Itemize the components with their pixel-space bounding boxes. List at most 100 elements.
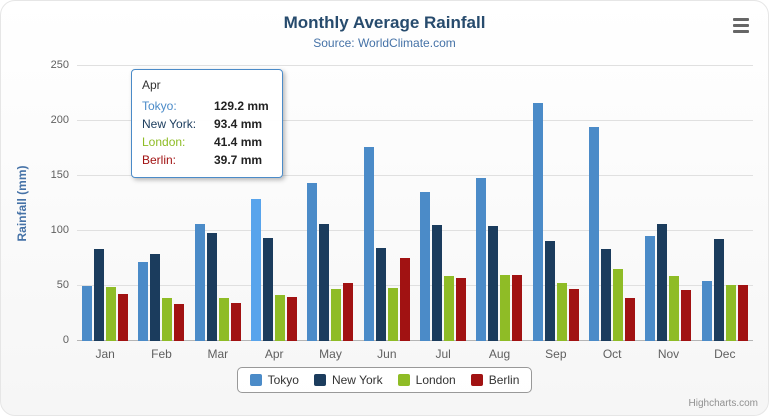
bar-berlin-jun[interactable] bbox=[399, 258, 410, 341]
legend-label: Berlin bbox=[488, 373, 520, 387]
bar-tokyo-dec[interactable] bbox=[701, 281, 712, 341]
bar-berlin-may[interactable] bbox=[343, 283, 354, 341]
bar-new-york-mar[interactable] bbox=[206, 233, 217, 341]
bar-tokyo-may[interactable] bbox=[307, 183, 318, 341]
bar-new-york-dec[interactable] bbox=[713, 239, 724, 341]
x-axis-label-nov: Nov bbox=[657, 347, 680, 361]
y-axis-tick-label: 200 bbox=[50, 114, 69, 126]
bar-london-oct[interactable] bbox=[613, 269, 624, 341]
bar-new-york-jan[interactable] bbox=[94, 249, 105, 341]
hamburger-icon bbox=[733, 17, 749, 21]
bar-tokyo-apr[interactable] bbox=[251, 199, 262, 341]
bar-berlin-apr[interactable] bbox=[287, 297, 298, 341]
bar-london-feb[interactable] bbox=[162, 298, 173, 341]
bar-group-sep bbox=[528, 66, 584, 341]
bar-new-york-oct[interactable] bbox=[601, 249, 612, 341]
bar-london-jan[interactable] bbox=[106, 287, 117, 341]
tooltip-header: Apr bbox=[142, 78, 161, 92]
bar-group-jan bbox=[77, 66, 133, 341]
bar-group-feb bbox=[133, 66, 189, 341]
bar-group-jun bbox=[359, 66, 415, 341]
legend-item-new-york[interactable]: New York bbox=[313, 373, 383, 387]
credits-link[interactable]: Highcharts.com bbox=[688, 398, 758, 409]
tooltip-series-value: 93.4 mm bbox=[214, 117, 263, 131]
x-axis-label-sep: Sep bbox=[545, 347, 567, 361]
chart-title: Monthly Average Rainfall bbox=[283, 13, 486, 32]
bar-tokyo-feb[interactable] bbox=[138, 262, 149, 341]
legend-item-tokyo[interactable]: Tokyo bbox=[249, 373, 299, 387]
gridline bbox=[77, 120, 753, 121]
bar-london-aug[interactable] bbox=[500, 275, 511, 341]
legend-swatch-icon bbox=[470, 374, 483, 386]
bar-group-oct bbox=[584, 66, 640, 341]
bar-group-dec bbox=[697, 66, 753, 341]
bar-new-york-jun[interactable] bbox=[375, 248, 386, 341]
legend-label: New York bbox=[331, 373, 383, 387]
bar-tokyo-jul[interactable] bbox=[420, 192, 431, 341]
bar-new-york-may[interactable] bbox=[319, 224, 330, 341]
legend-label: London bbox=[415, 373, 456, 387]
bar-london-jun[interactable] bbox=[387, 288, 398, 341]
tooltip-series-value: 129.2 mm bbox=[214, 99, 269, 113]
bar-tokyo-nov[interactable] bbox=[645, 236, 656, 341]
bar-new-york-jul[interactable] bbox=[432, 225, 443, 341]
bar-group-jul bbox=[415, 66, 471, 341]
bar-tokyo-jan[interactable] bbox=[82, 286, 93, 341]
y-axis-title: Rainfall (mm) bbox=[15, 165, 29, 242]
y-axis-tick-label: 150 bbox=[50, 169, 69, 181]
bar-new-york-aug[interactable] bbox=[488, 226, 499, 341]
bar-berlin-sep[interactable] bbox=[568, 289, 579, 341]
bar-berlin-mar[interactable] bbox=[230, 303, 241, 341]
tooltip: Apr Tokyo: 129.2 mm New York: 93.4 mm London… bbox=[131, 69, 283, 178]
plot-area bbox=[77, 65, 753, 341]
bar-tokyo-jun[interactable] bbox=[363, 147, 374, 341]
bar-new-york-sep[interactable] bbox=[544, 241, 555, 341]
legend-swatch-icon bbox=[397, 374, 410, 386]
export-menu-button[interactable] bbox=[728, 14, 754, 36]
bar-london-dec[interactable] bbox=[725, 285, 736, 341]
x-axis-label-aug: Aug bbox=[488, 347, 511, 361]
bar-london-jul[interactable] bbox=[444, 276, 455, 341]
bar-berlin-aug[interactable] bbox=[512, 275, 523, 341]
bar-london-apr[interactable] bbox=[275, 295, 286, 341]
x-axis-label-jul: Jul bbox=[435, 347, 451, 361]
tooltip-row: Tokyo: 129.2 mm bbox=[142, 97, 272, 115]
gridline bbox=[77, 175, 753, 176]
bar-tokyo-oct[interactable] bbox=[589, 127, 600, 341]
tooltip-rows: Tokyo: 129.2 mm New York: 93.4 mm London: 41.… bbox=[142, 97, 272, 169]
bar-group-nov bbox=[640, 66, 696, 341]
tooltip-row: New York: 93.4 mm bbox=[142, 115, 272, 133]
bar-berlin-feb[interactable] bbox=[174, 304, 185, 341]
bar-group-aug bbox=[471, 66, 527, 341]
y-axis-tick-label: 0 bbox=[62, 334, 69, 346]
legend-item-london[interactable]: London bbox=[397, 373, 456, 387]
bar-tokyo-sep[interactable] bbox=[532, 103, 543, 341]
hamburger-icon bbox=[733, 23, 749, 27]
tooltip-series-name: Tokyo: bbox=[142, 99, 177, 113]
x-axis-label-dec: Dec bbox=[714, 347, 736, 361]
bar-group-may bbox=[302, 66, 358, 341]
x-axis-label-mar: Mar bbox=[207, 347, 229, 361]
bar-berlin-nov[interactable] bbox=[681, 290, 692, 341]
bar-new-york-nov[interactable] bbox=[657, 224, 668, 341]
tooltip-series-value: 41.4 mm bbox=[214, 135, 263, 149]
tooltip-series-name: Berlin: bbox=[142, 153, 177, 167]
bar-london-nov[interactable] bbox=[669, 276, 680, 341]
bar-berlin-dec[interactable] bbox=[737, 285, 748, 341]
legend-box: Tokyo New York London Berlin bbox=[236, 367, 533, 393]
bar-london-may[interactable] bbox=[331, 289, 342, 341]
bar-london-sep[interactable] bbox=[556, 283, 567, 341]
bar-london-mar[interactable] bbox=[218, 298, 229, 341]
bar-tokyo-aug[interactable] bbox=[476, 178, 487, 341]
bar-berlin-jan[interactable] bbox=[118, 294, 129, 341]
bar-berlin-oct[interactable] bbox=[625, 298, 636, 341]
legend-item-berlin[interactable]: Berlin bbox=[470, 373, 520, 387]
bar-tokyo-mar[interactable] bbox=[194, 224, 205, 341]
x-axis-label-apr: Apr bbox=[264, 347, 284, 361]
bar-berlin-jul[interactable] bbox=[456, 278, 467, 341]
bar-new-york-feb[interactable] bbox=[150, 254, 161, 341]
bar-new-york-apr[interactable] bbox=[263, 238, 274, 341]
tooltip-series-name: New York: bbox=[142, 117, 197, 131]
bar-group-mar bbox=[190, 66, 246, 341]
chart-subtitle: Source: WorldClimate.com bbox=[313, 36, 456, 50]
